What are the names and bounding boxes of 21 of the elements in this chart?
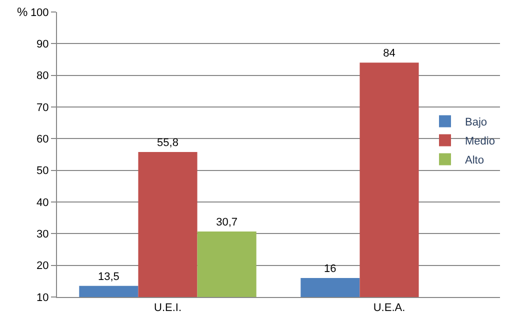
legend-label: Alto <box>465 154 484 167</box>
data-label: 84 <box>383 48 396 60</box>
x-tick-label: U.E.I. <box>154 302 182 314</box>
legend-label: Bajo <box>465 116 488 129</box>
data-label: 30,7 <box>216 216 238 228</box>
data-label: 55,8 <box>157 136 178 149</box>
data-label: 16 <box>324 263 336 275</box>
data-label: 13,5 <box>98 270 120 283</box>
y-tick-label: 90 <box>36 38 49 51</box>
y-tick-label: 30 <box>36 228 49 241</box>
y-tick-label: 60 <box>36 134 49 146</box>
y-tick-label: 80 <box>36 70 49 82</box>
legend-label: Medio <box>465 136 495 148</box>
y-tick-label: 100 <box>30 6 49 19</box>
y-tick-label: 10 <box>36 292 49 304</box>
y-axis-title: % <box>17 5 28 19</box>
x-tick-label: U.E.A. <box>373 302 406 314</box>
y-tick-label: 20 <box>36 260 49 272</box>
y-tick-label: 50 <box>36 165 49 178</box>
y-tick-label: 70 <box>36 102 49 114</box>
y-tick-label: 40 <box>36 196 49 209</box>
